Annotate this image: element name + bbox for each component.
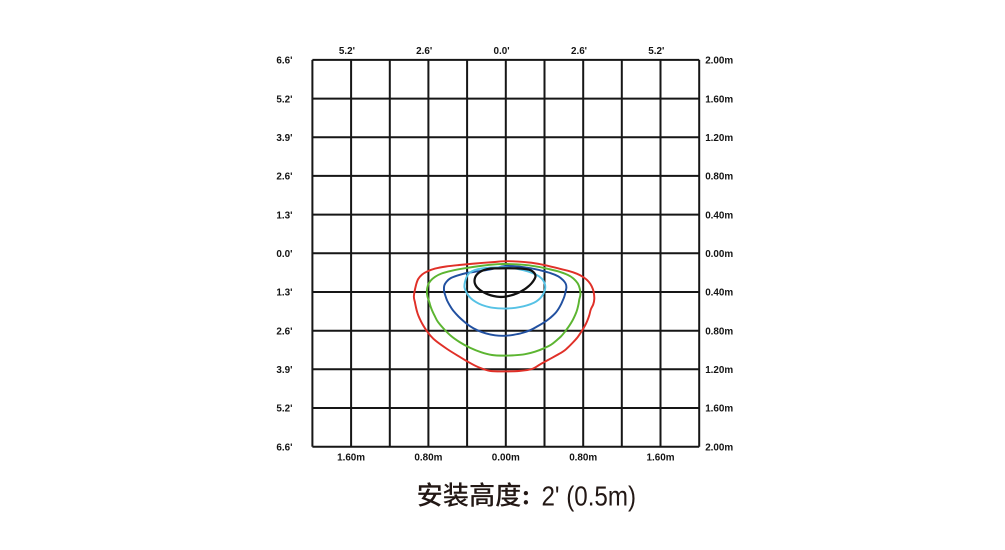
- svg-text:5.2': 5.2': [648, 46, 664, 57]
- svg-text:2.6': 2.6': [416, 46, 432, 57]
- svg-text:0.00m: 0.00m: [705, 249, 733, 260]
- svg-text:2.6': 2.6': [276, 326, 292, 337]
- svg-text:3.9': 3.9': [276, 365, 292, 376]
- svg-text:0.80m: 0.80m: [705, 172, 733, 183]
- svg-text:6.6': 6.6': [276, 442, 292, 453]
- svg-text:0.80m: 0.80m: [705, 326, 733, 337]
- svg-text:1.60m: 1.60m: [646, 453, 674, 464]
- svg-text:0.80m: 0.80m: [414, 453, 442, 464]
- svg-text:0.0': 0.0': [494, 46, 510, 57]
- svg-text:2.6': 2.6': [276, 172, 292, 183]
- svg-text:3.9': 3.9': [276, 133, 292, 144]
- svg-text:1.3': 1.3': [276, 210, 292, 221]
- svg-text:6.6': 6.6': [276, 56, 292, 67]
- svg-text:2' (0.5m): 2' (0.5m): [542, 481, 637, 512]
- svg-text:1.20m: 1.20m: [705, 365, 733, 376]
- svg-text:5.2': 5.2': [276, 404, 292, 415]
- svg-text:2.6': 2.6': [571, 46, 587, 57]
- svg-text:0.40m: 0.40m: [705, 210, 733, 221]
- svg-text:0.0': 0.0': [276, 249, 292, 260]
- svg-text:5.2': 5.2': [339, 46, 355, 57]
- svg-text:0.40m: 0.40m: [705, 288, 733, 299]
- svg-text:1.60m: 1.60m: [705, 94, 733, 105]
- svg-text:1.20m: 1.20m: [705, 133, 733, 144]
- svg-text:1.3': 1.3': [276, 288, 292, 299]
- svg-text:1.60m: 1.60m: [705, 404, 733, 415]
- svg-text:0.00m: 0.00m: [492, 453, 520, 464]
- svg-text:5.2': 5.2': [276, 94, 292, 105]
- svg-text:0.80m: 0.80m: [569, 453, 597, 464]
- svg-text:2.00m: 2.00m: [705, 56, 733, 67]
- svg-text:1.60m: 1.60m: [337, 453, 365, 464]
- svg-text:2.00m: 2.00m: [705, 442, 733, 453]
